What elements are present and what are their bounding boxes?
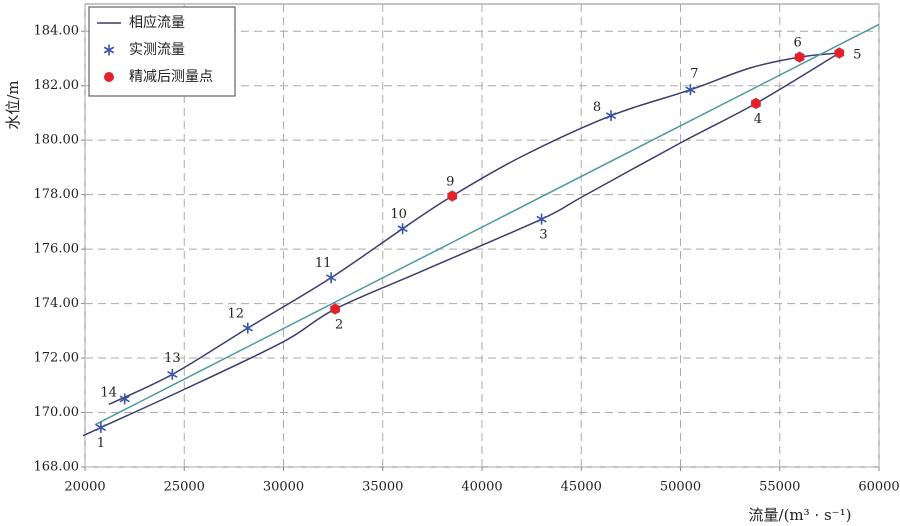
curve bbox=[94, 23, 880, 426]
point-label: 13 bbox=[164, 351, 181, 366]
reduced-point bbox=[750, 98, 761, 109]
y-axis-label: 水位/m bbox=[4, 80, 22, 129]
star-marker bbox=[242, 322, 253, 334]
legend-label: 精减后测量点 bbox=[129, 69, 213, 85]
x-tick-label: 35000 bbox=[362, 480, 403, 495]
x-tick-label: 60000 bbox=[858, 480, 899, 495]
reduced-point bbox=[834, 48, 845, 59]
x-tick-label: 20000 bbox=[64, 480, 105, 495]
x-tick-label: 30000 bbox=[263, 480, 304, 495]
star-marker bbox=[685, 84, 696, 96]
curve bbox=[82, 52, 840, 437]
star-marker bbox=[536, 213, 547, 225]
legend-dot bbox=[104, 72, 114, 82]
x-tick-label: 45000 bbox=[561, 480, 602, 495]
y-tick-label: 184.00 bbox=[34, 24, 80, 39]
point-label: 10 bbox=[390, 207, 407, 222]
point-label: 9 bbox=[446, 175, 454, 190]
star-marker bbox=[397, 223, 408, 235]
reduced-point bbox=[447, 191, 458, 202]
point-label: 8 bbox=[593, 100, 601, 115]
star-marker bbox=[119, 393, 130, 405]
point-label: 6 bbox=[793, 36, 801, 51]
x-tick-label: 25000 bbox=[164, 480, 205, 495]
x-tick-label: 50000 bbox=[660, 480, 701, 495]
y-tick-label: 172.00 bbox=[34, 351, 80, 366]
star-marker bbox=[605, 110, 617, 122]
point-label: 14 bbox=[100, 385, 117, 400]
reduced-point bbox=[330, 304, 341, 315]
x-axis-label: 流量/(m³ · s⁻¹) bbox=[749, 506, 852, 524]
star-marker bbox=[167, 368, 178, 380]
star-marker bbox=[95, 422, 107, 434]
y-tick-label: 170.00 bbox=[34, 405, 80, 420]
point-label: 7 bbox=[690, 66, 698, 81]
y-tick-label: 174.00 bbox=[34, 296, 80, 311]
legend-label: 实测流量 bbox=[129, 42, 185, 58]
legend-box bbox=[88, 6, 236, 97]
point-label: 3 bbox=[539, 228, 547, 243]
star-marker bbox=[103, 44, 115, 56]
y-tick-label: 176.00 bbox=[34, 242, 80, 257]
point-label: 4 bbox=[754, 112, 762, 127]
point-label: 2 bbox=[335, 318, 343, 333]
point-label: 5 bbox=[853, 48, 861, 63]
y-tick-label: 182.00 bbox=[34, 78, 80, 93]
x-tick-label: 40000 bbox=[461, 480, 502, 495]
y-tick-label: 168.00 bbox=[34, 460, 80, 475]
y-tick-label: 180.00 bbox=[34, 133, 80, 148]
reduced-point bbox=[794, 52, 805, 63]
point-label: 12 bbox=[227, 307, 244, 322]
star-marker bbox=[325, 272, 337, 284]
point-label: 1 bbox=[97, 436, 105, 451]
curve bbox=[108, 52, 840, 406]
y-tick-label: 178.00 bbox=[34, 187, 80, 202]
x-tick-label: 55000 bbox=[759, 480, 800, 495]
point-label: 11 bbox=[315, 256, 332, 271]
legend-label: 相应流量 bbox=[129, 14, 185, 31]
